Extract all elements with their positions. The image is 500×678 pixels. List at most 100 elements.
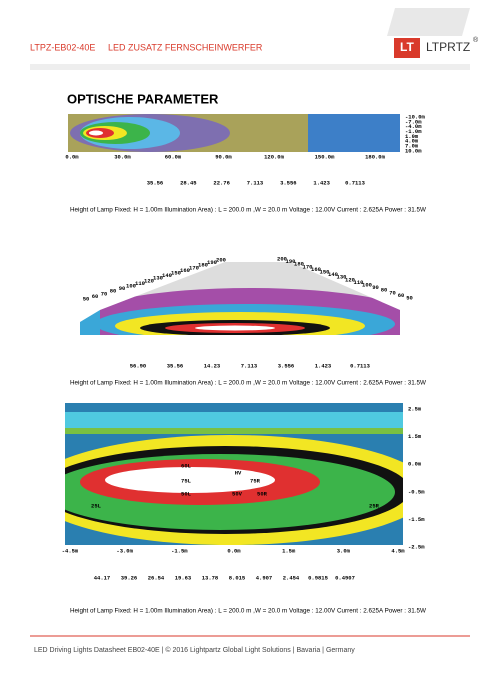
- angle-label: 170: [189, 264, 199, 271]
- angle-label: 100: [126, 282, 136, 289]
- logo-text: LTPRTZ: [426, 40, 470, 54]
- caption: Height of Lamp Fixed: H = 1.00m Illumina…: [70, 608, 426, 615]
- legend-value: 0.7113: [350, 362, 371, 369]
- side-strip: [80, 310, 100, 335]
- legend-value: 56.90: [130, 362, 147, 369]
- legend-value: 22.76: [213, 179, 230, 186]
- header-code: LTPZ-EB02-40E: [30, 42, 95, 52]
- x-label: 180.0m: [365, 153, 386, 160]
- x-label: 150.0m: [315, 153, 336, 160]
- legend-value: 14.23: [204, 362, 221, 369]
- angle-label: 80: [110, 288, 117, 295]
- logo-backdrop: [387, 8, 470, 36]
- zone-label: 50R: [257, 490, 268, 497]
- y-label: -0.5m: [408, 488, 425, 495]
- angle-label: 170: [303, 263, 313, 270]
- legend-value: 8.015: [229, 574, 246, 581]
- zone-label: 25R: [369, 502, 380, 509]
- angle-label: 160: [180, 267, 190, 274]
- legend-value: 0.9815: [308, 574, 329, 581]
- logo-glyph: LT: [400, 40, 414, 54]
- legend-value: 39.26: [121, 574, 138, 581]
- y-label: -7.0m: [405, 118, 422, 125]
- legend-value: 13.78: [202, 574, 219, 581]
- legend-value: 3.556: [280, 179, 297, 186]
- legend-value: 0.7113: [345, 179, 366, 186]
- legend-value: 28.45: [180, 179, 197, 186]
- angle-label: 150: [171, 269, 181, 276]
- x-label: 0.0m: [65, 153, 79, 160]
- y-label: 1.5m: [408, 433, 422, 440]
- angle-label: 190: [207, 259, 217, 266]
- angle-label: 140: [328, 271, 338, 278]
- angle-label: 130: [337, 274, 347, 281]
- angle-label: 140: [162, 272, 172, 279]
- logo-reg: ®: [473, 36, 479, 44]
- x-label: 90.0m: [215, 153, 232, 160]
- y-label: 2.5m: [408, 405, 422, 412]
- x-label: 60.0m: [165, 153, 182, 160]
- y-label: 0.0m: [408, 461, 422, 468]
- caption: Height of Lamp Fixed: H = 1.00m Illumina…: [70, 380, 426, 387]
- zone-label: 25L: [91, 502, 102, 509]
- angle-label: 110: [354, 279, 364, 286]
- legend-value: 7.113: [247, 179, 264, 186]
- isolux-perspective: [100, 262, 400, 335]
- angle-label: 70: [389, 289, 396, 296]
- x-label: 0.0m: [227, 547, 241, 554]
- zone-label: 50V: [232, 490, 243, 497]
- x-label: -1.5m: [171, 547, 188, 554]
- y-label: -4.0m: [405, 123, 422, 130]
- angle-label: 50: [406, 294, 413, 301]
- legend-value: 1.423: [315, 362, 332, 369]
- x-label: 120.0m: [264, 153, 285, 160]
- legend-value: 35.56: [167, 362, 184, 369]
- logo-mark: [394, 38, 420, 58]
- header-title: LED ZUSATZ FERNSCHEINWERFER: [108, 42, 263, 52]
- section-title: OPTISCHE PARAMETER: [67, 91, 219, 106]
- x-label: 1.5m: [282, 547, 296, 554]
- angle-label: 200: [216, 256, 226, 263]
- angle-label: 190: [286, 258, 296, 265]
- y-label: 1.0m: [405, 133, 419, 140]
- angle-label: 80: [381, 287, 388, 294]
- y-label: -1.0m: [405, 128, 422, 135]
- header-band: [30, 64, 470, 70]
- zone-label: 60L: [181, 462, 192, 469]
- y-label: -1.5m: [408, 516, 425, 523]
- angle-label: 70: [101, 290, 108, 297]
- angle-label: 150: [320, 268, 330, 275]
- angle-label: 110: [135, 280, 145, 287]
- angle-label: 90: [372, 284, 379, 291]
- angle-label: 100: [362, 281, 372, 288]
- angle-label: 180: [294, 261, 304, 268]
- x-label: -3.0m: [116, 547, 133, 554]
- angle-label: 90: [119, 285, 126, 292]
- x-label: -4.5m: [62, 547, 79, 554]
- footer-text: LED Driving Lights Datasheet EB02-40E | …: [34, 646, 355, 654]
- angle-label: 60: [92, 293, 99, 300]
- isolux-top: [68, 114, 400, 152]
- zone-label: 75L: [181, 477, 192, 484]
- angle-label: 160: [311, 266, 321, 273]
- angle-label: 200: [277, 255, 287, 262]
- legend-value: 19.63: [175, 574, 192, 581]
- zone-label: 50L: [181, 490, 192, 497]
- angle-label: 120: [345, 276, 355, 283]
- zone-label: 75R: [250, 477, 261, 484]
- caption: Height of Lamp Fixed: H = 1.00m Illumina…: [70, 207, 426, 214]
- x-label: 4.5m: [391, 547, 405, 554]
- y-label: 10.0m: [405, 147, 422, 154]
- angle-label: 130: [153, 275, 163, 282]
- y-label: 7.0m: [405, 143, 419, 150]
- y-label: -2.5m: [408, 543, 425, 550]
- y-label: -10.0m: [405, 113, 426, 120]
- legend-value: 2.454: [283, 574, 300, 581]
- angle-label: 180: [198, 262, 208, 269]
- legend-value: 35.56: [147, 179, 164, 186]
- isolux-screen: [65, 403, 403, 545]
- legend-value: 0.4907: [335, 574, 355, 581]
- legend-value: 7.113: [241, 362, 258, 369]
- legend-value: 26.54: [148, 574, 165, 581]
